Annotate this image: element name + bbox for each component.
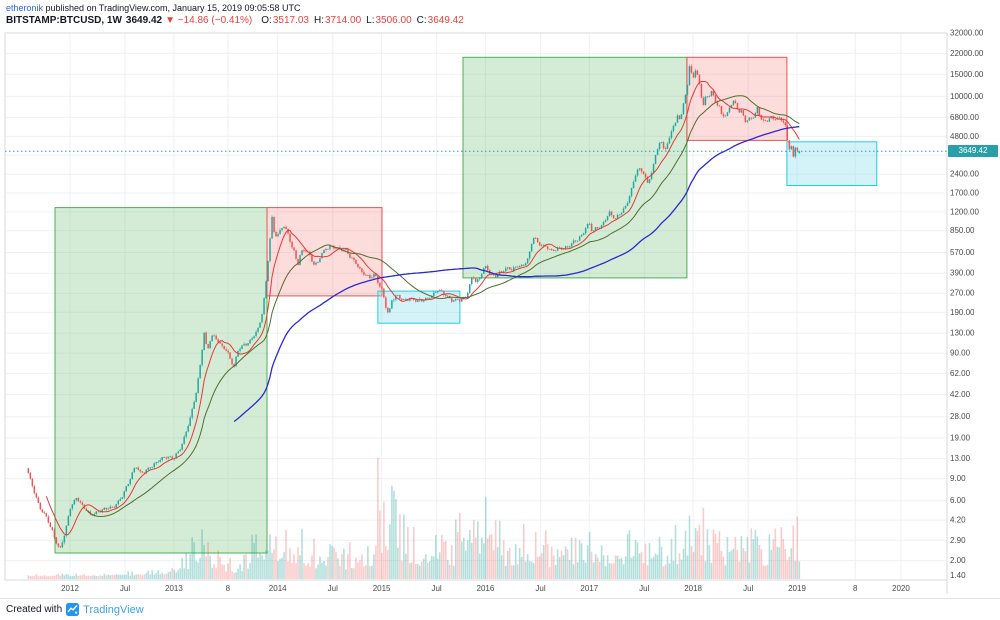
time-axis-label: Jul <box>535 584 545 593</box>
time-axis[interactable]: 2012 Jul 2013 8 2014 Jul 2015 Jul 2016 Jul 2017 Jul… <box>61 584 910 593</box>
published-text: published on TradingView.com, January 15… <box>43 3 301 13</box>
price-axis-label: 270.00 <box>950 289 975 298</box>
ohlc-values: O:3517.03 H:3714.00 L:3506.00 C:3649.42 <box>256 15 464 26</box>
time-axis-label: 2020 <box>892 584 910 593</box>
time-axis-label: 2015 <box>373 584 391 593</box>
ohlc-value: 3517.03 <box>272 15 309 27</box>
ohlc-value: 3506.00 <box>375 15 412 27</box>
ma-line-mid <box>85 95 800 518</box>
tradingview-link[interactable]: TradingView <box>83 603 144 616</box>
price-axis-label: 130.00 <box>950 329 975 338</box>
price-axis-label: 190.00 <box>950 308 975 317</box>
price-axis-label: 6800.00 <box>950 113 979 122</box>
phase-box-distribution-2018[interactable] <box>686 56 788 141</box>
price-axis-label: 570.00 <box>950 248 975 257</box>
tradingview-logo-icon[interactable] <box>66 603 80 616</box>
created-with-text: Created with <box>6 604 63 615</box>
price-axis-label: 850.00 <box>950 226 975 235</box>
published-line: etheronik published on TradingView.com, … <box>6 3 464 14</box>
price-axis[interactable]: 32000.00 22000.00 15000.00 10000.00 6800.00 4… <box>950 29 984 581</box>
ohlc-label: L: <box>366 15 375 27</box>
price-axis-label: 390.00 <box>950 269 975 278</box>
price-axis-label: 28.00 <box>950 412 971 421</box>
price-axis-label: 4800.00 <box>950 132 979 141</box>
grid-lines <box>4 32 948 594</box>
time-axis-label: 2017 <box>580 584 598 593</box>
time-axis-label: 2019 <box>788 584 806 593</box>
price-axis-label: 90.00 <box>950 349 971 358</box>
time-axis-label: 2012 <box>61 584 79 593</box>
price-axis-label: 13.00 <box>950 454 971 463</box>
time-axis-label: Jul <box>120 584 130 593</box>
price-axis-label: 1700.00 <box>950 189 979 198</box>
time-axis-label: 2016 <box>477 584 495 593</box>
price-axis-label: 4.20 <box>950 516 966 525</box>
phase-boxes <box>54 56 878 554</box>
price-axis-label: 19.00 <box>950 433 971 442</box>
time-axis-label: Jul <box>743 584 753 593</box>
price-axis-label: 2400.00 <box>950 170 979 179</box>
price-chart: 32000.00 22000.00 15000.00 10000.00 6800.00 4… <box>4 29 984 594</box>
price-axis-label: 9.00 <box>950 474 966 483</box>
symbol-line: BITSTAMP:BTCUSD, 1W 3649.42 ▼ −14.86 (−0.4… <box>6 15 464 28</box>
price-axis-label: 2.90 <box>950 536 966 545</box>
tradingview-logo-glyph <box>66 603 80 616</box>
price-axis-label: 15000.00 <box>950 70 984 79</box>
time-axis-label: 2013 <box>165 584 183 593</box>
price-axis-label: 1.40 <box>950 571 966 580</box>
last-price-badge: 3649.42 <box>948 145 998 158</box>
price-axis-label: 2.00 <box>950 556 966 565</box>
ohlc-value: 3714.00 <box>324 15 362 27</box>
attribution-footer: Created with TradingView <box>0 598 1000 620</box>
time-axis-label: 2014 <box>269 584 287 593</box>
time-axis-label: 2018 <box>684 584 702 593</box>
price-axis-label: 32000.00 <box>950 29 984 38</box>
phase-box-accumulation-2019[interactable] <box>786 141 878 187</box>
price-axis-label: 10000.00 <box>950 92 984 101</box>
time-axis-label: Jul <box>639 584 649 593</box>
price-change: ▼ −14.86 (−0.41%) <box>165 15 253 27</box>
volume-bars <box>27 457 801 579</box>
ohlc-label: H: <box>313 15 324 27</box>
time-axis-label: Jul <box>328 584 338 593</box>
price-axis-label: 22000.00 <box>950 49 984 58</box>
ohlc-label: C: <box>416 15 427 27</box>
author-link[interactable]: etheronik <box>6 3 44 13</box>
header-last-price: 3649.42 <box>125 15 163 27</box>
time-axis-label: 8 <box>226 584 231 593</box>
symbol-title: BITSTAMP:BTCUSD, 1W <box>6 15 122 27</box>
time-axis-label: 8 <box>853 584 858 593</box>
snapshot-header: etheronik published on TradingView.com, … <box>6 3 464 28</box>
phase-box-bull-market-2012-2013[interactable] <box>54 207 268 554</box>
ma-line-fast <box>45 80 800 536</box>
price-axis-label: 6.00 <box>950 496 966 505</box>
price-axis-label: 62.00 <box>950 369 971 378</box>
ma-line-slow <box>233 125 800 423</box>
ohlc-value: 3649.42 <box>427 15 464 27</box>
ohlc-label: O: <box>261 15 272 27</box>
price-axis-label: 1200.00 <box>950 207 979 216</box>
time-axis-label: Jul <box>431 584 441 593</box>
price-axis-label: 42.00 <box>950 390 971 399</box>
